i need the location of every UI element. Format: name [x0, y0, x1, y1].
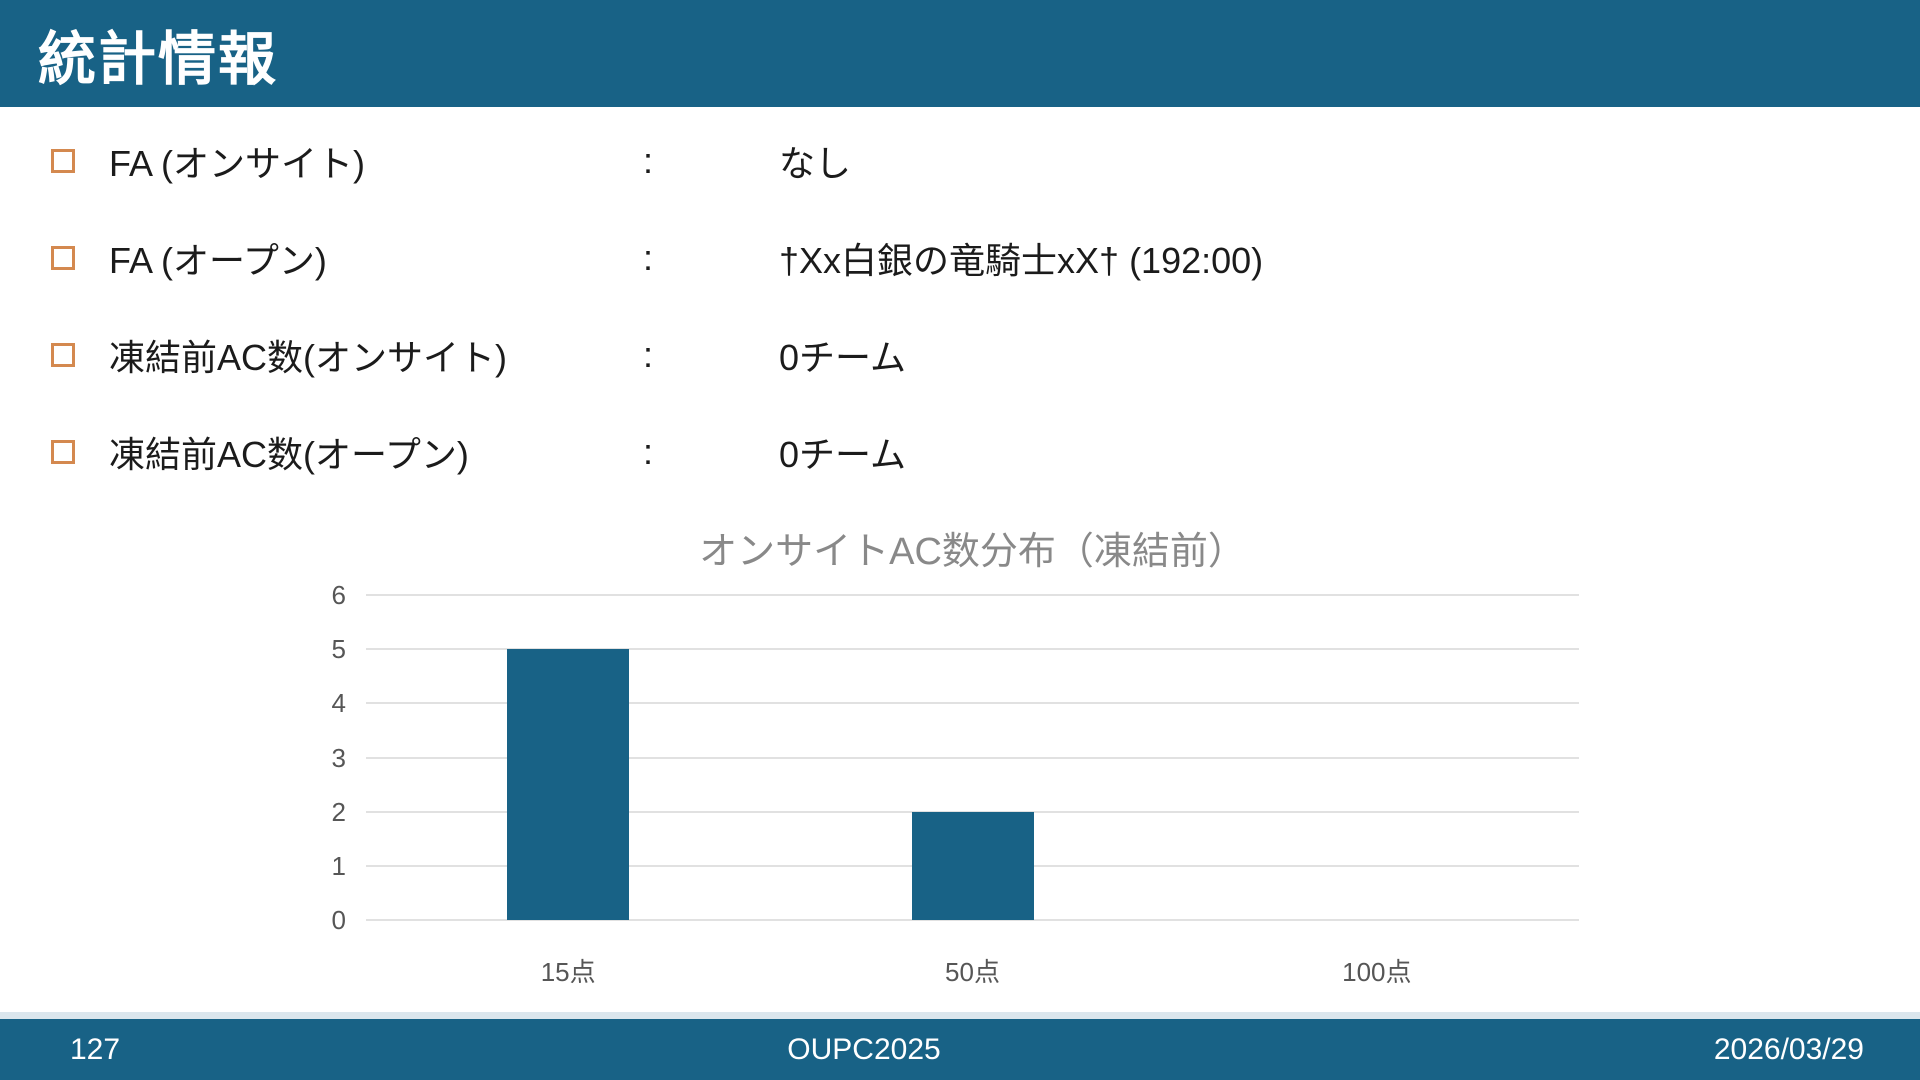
- stat-row: 凍結前AC数(オープン) : 0チーム: [0, 403, 1920, 500]
- stat-value: なし: [779, 142, 852, 184]
- gridline: [366, 864, 1579, 867]
- gridline: [366, 756, 1579, 759]
- y-axis-tick-label: 5: [331, 634, 346, 665]
- page-number: 127: [70, 1033, 121, 1066]
- y-axis-tick-label: 0: [331, 905, 346, 935]
- stat-label: 凍結前AC数(オープン): [109, 433, 469, 475]
- footer-divider: [0, 1012, 1920, 1019]
- stat-row: FA (オンサイト) : なし: [0, 112, 1920, 209]
- y-axis-tick-label: 3: [331, 742, 346, 773]
- stat-label: 凍結前AC数(オンサイト): [109, 336, 507, 378]
- gridline: [366, 648, 1579, 651]
- y-axis-tick-label: 1: [331, 850, 346, 881]
- chart-title: オンサイトAC数分布（凍結前）: [699, 531, 1246, 573]
- stat-row: FA (オープン) : †Xx白銀の竜騎士xX† (192:00): [0, 209, 1920, 306]
- square-bullet-icon: [51, 439, 75, 464]
- chart-bar: [911, 811, 1034, 920]
- footer-event-name: OUPC2025: [787, 1033, 941, 1066]
- page-title: 統計情報: [38, 26, 279, 92]
- y-axis-tick-label: 2: [331, 796, 346, 827]
- square-bullet-icon: [51, 342, 75, 367]
- gridline: [366, 702, 1579, 705]
- stats-list: FA (オンサイト) : なし FA (オープン) : †Xx白銀の竜騎士xX†…: [0, 112, 1920, 500]
- stat-separator: :: [643, 236, 654, 278]
- stat-label: FA (オープン): [109, 239, 327, 281]
- stat-value: 0チーム: [779, 433, 906, 475]
- stat-row: 凍結前AC数(オンサイト) : 0チーム: [0, 306, 1920, 403]
- chart-bar: [507, 649, 630, 920]
- square-bullet-icon: [51, 148, 75, 173]
- stat-value: 0チーム: [779, 336, 906, 378]
- footer-date: 2026/03/29: [1713, 1033, 1864, 1066]
- y-axis-tick-label: 4: [331, 688, 346, 719]
- stat-value: †Xx白銀の竜騎士xX† (192:00): [779, 239, 1264, 281]
- x-axis-tick-label: 50点: [945, 957, 1000, 987]
- gridline: [366, 919, 1579, 921]
- stat-label: FA (オンサイト): [109, 142, 366, 184]
- square-bullet-icon: [51, 245, 75, 270]
- y-axis-tick-label: 6: [331, 580, 346, 610]
- stat-separator: :: [643, 430, 654, 472]
- stat-separator: :: [643, 333, 654, 375]
- x-axis-tick-label: 15点: [540, 957, 596, 987]
- x-axis-tick-label: 100点: [1342, 957, 1412, 987]
- slide-footer: 127 OUPC2025 2026/03/29: [0, 1019, 1920, 1080]
- gridline: [366, 594, 1579, 596]
- gridline: [366, 810, 1579, 813]
- stat-separator: :: [643, 139, 654, 181]
- slide-header: 統計情報: [0, 0, 1920, 107]
